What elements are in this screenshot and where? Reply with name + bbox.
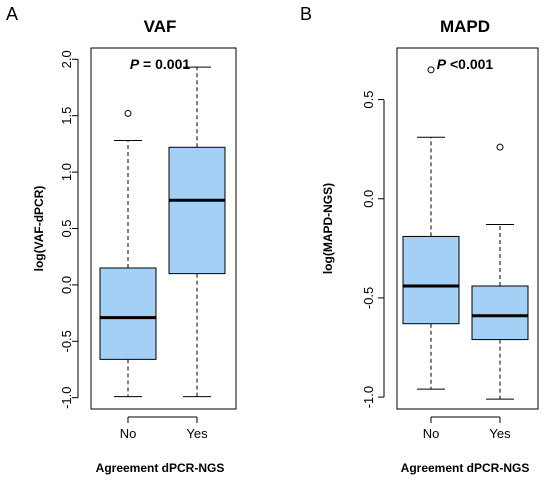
iqr-box	[168, 146, 226, 275]
x-category-label: Yes	[489, 426, 511, 441]
plot-frame	[396, 47, 539, 410]
x-category-label: Yes	[186, 426, 208, 441]
y-tick-label: 1.5	[59, 107, 74, 125]
outlier-point	[496, 143, 504, 151]
p-symbol: P	[437, 56, 447, 72]
x-axis-label: Agreement dPCR-NGS	[401, 461, 530, 475]
box-group-no	[99, 109, 157, 398]
y-axis-label: log(MAPD-NGS)	[321, 183, 335, 274]
x-category-label: No	[423, 426, 440, 441]
panel-letter: A	[6, 4, 18, 24]
iqr-box	[99, 267, 157, 360]
y-tick-label: 0.5	[361, 91, 376, 109]
y-tick-label: -1.0	[361, 386, 376, 408]
iqr-box	[402, 235, 460, 325]
panel-mapd: B MAPD P <0.001 -1.0 -0.5 0.0 0.5 log(MAPD-NGS)…	[300, 4, 539, 475]
box-group-yes	[168, 66, 226, 398]
p-value: = 0.001	[139, 56, 190, 72]
x-axis-label: Agreement dPCR-NGS	[96, 461, 225, 475]
y-tick-label: -1.0	[59, 387, 74, 409]
x-category-label: No	[120, 426, 137, 441]
y-tick-label: 0.0	[59, 276, 74, 294]
y-tick-label: 0.5	[59, 219, 74, 237]
chart-title: MAPD	[440, 17, 490, 36]
y-tick-label: -0.5	[361, 287, 376, 309]
iqr-box	[471, 285, 529, 341]
y-tick-label: -0.5	[59, 330, 74, 352]
y-tick-label: 2.0	[59, 50, 74, 68]
chart-title: VAF	[144, 17, 177, 36]
outlier-point	[427, 66, 435, 74]
y-tick-label: 0.0	[361, 190, 376, 208]
panel-vaf: A VAF P = 0.001 -1.0 -0.5 0.0 0.5 1.0 1.5 2.0 log(…	[6, 4, 237, 475]
y-axis-label: log(VAF-dPCR)	[32, 186, 46, 272]
p-symbol: P	[130, 56, 140, 72]
p-value: <0.001	[446, 56, 493, 72]
box-group-yes	[471, 143, 529, 400]
plot-frame	[90, 47, 237, 410]
p-value-annotation: P = 0.001	[130, 56, 191, 72]
panel-letter: B	[300, 4, 312, 24]
outlier-point	[124, 109, 132, 117]
y-tick-label: 1.0	[59, 163, 74, 181]
p-value-annotation: P <0.001	[437, 56, 494, 72]
box-group-no	[402, 66, 460, 390]
